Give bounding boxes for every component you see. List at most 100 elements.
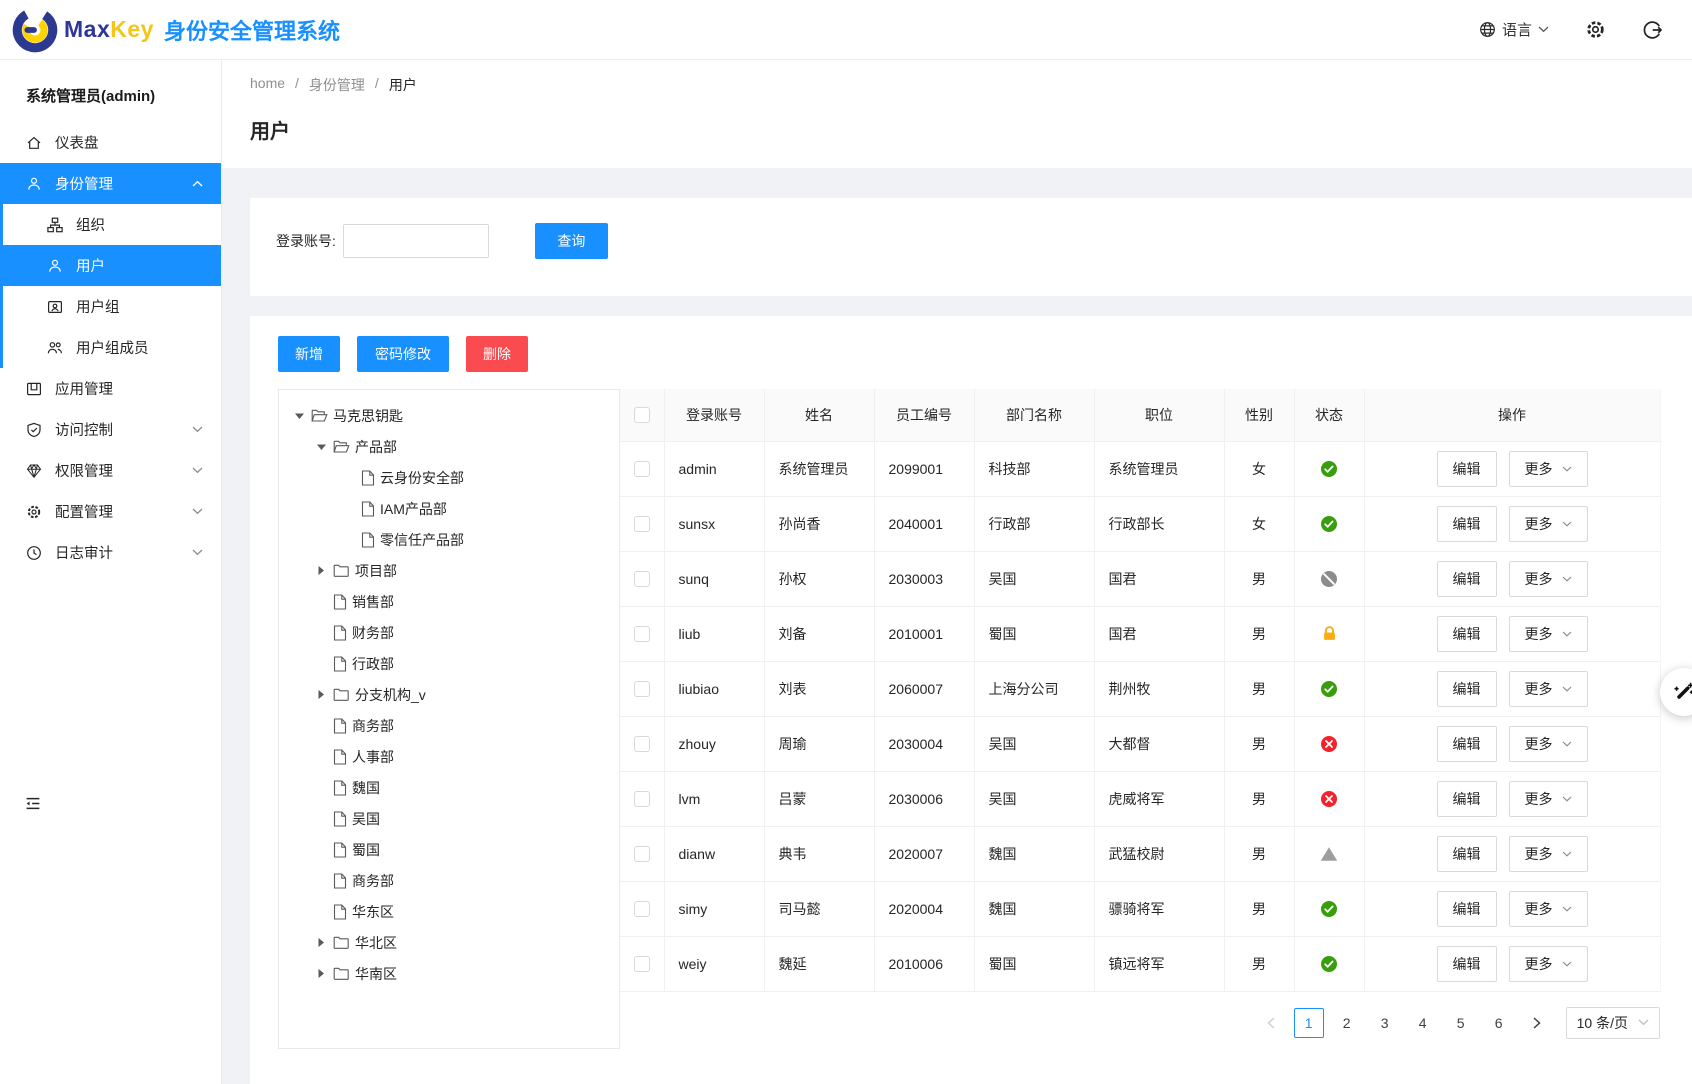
change-password-button[interactable]: 密码修改 — [357, 336, 449, 372]
row-checkbox[interactable] — [633, 681, 650, 698]
more-button[interactable]: 更多 — [1508, 670, 1588, 707]
sidebar-item-organization[interactable]: 组织 — [3, 204, 221, 245]
caret-right-icon[interactable] — [311, 969, 331, 978]
edit-button[interactable]: 编辑 — [1436, 615, 1497, 652]
edit-button[interactable]: 编辑 — [1436, 890, 1497, 927]
sidebar-item-permission[interactable]: 权限管理 — [0, 450, 221, 491]
tree-node[interactable]: 华东区 — [279, 896, 619, 927]
tree-node[interactable]: 分支机构_v — [279, 679, 619, 710]
tree-node[interactable]: 马克思钥匙 — [279, 400, 619, 431]
breadcrumb-identity[interactable]: 身份管理 — [308, 77, 365, 93]
edit-button[interactable]: 编辑 — [1436, 670, 1497, 707]
tree-node[interactable]: 财务部 — [279, 617, 619, 648]
tree-node[interactable]: 蜀国 — [279, 834, 619, 865]
row-checkbox[interactable] — [633, 571, 650, 588]
row-checkbox[interactable] — [633, 901, 650, 918]
magic-wand-overlay-button[interactable] — [1660, 668, 1692, 716]
more-button[interactable]: 更多 — [1508, 780, 1588, 817]
tree-node-label: 零信任产品部 — [380, 531, 464, 548]
row-checkbox[interactable] — [633, 956, 650, 973]
tree-node[interactable]: 零信任产品部 — [279, 524, 619, 555]
cell-position: 行政部长 — [1094, 496, 1225, 552]
tree-node[interactable]: 项目部 — [279, 555, 619, 586]
add-button[interactable]: 新增 — [278, 336, 340, 372]
edit-button[interactable]: 编辑 — [1436, 450, 1497, 487]
row-checkbox[interactable] — [633, 626, 650, 643]
login-account-input[interactable] — [342, 224, 489, 258]
caret-right-icon[interactable] — [311, 566, 331, 575]
status-active-icon — [1321, 955, 1337, 972]
select-all-checkbox[interactable] — [633, 407, 650, 424]
users-panel: 新增 密码修改 删除 马克思钥匙 产品部 — [250, 316, 1692, 1084]
tree-node[interactable]: 产品部 — [279, 431, 619, 462]
caret-right-icon[interactable] — [311, 690, 331, 699]
file-icon — [333, 841, 347, 858]
settings-gear-icon[interactable] — [1585, 19, 1606, 40]
caret-down-icon[interactable] — [311, 444, 331, 450]
tree-node[interactable]: 华北区 — [279, 927, 619, 958]
row-checkbox[interactable] — [633, 791, 650, 808]
row-checkbox[interactable] — [633, 461, 650, 478]
sidebar-item-audit[interactable]: 日志审计 — [0, 532, 221, 573]
pagination-page-1[interactable]: 1 — [1293, 1007, 1324, 1038]
language-selector[interactable]: 语言 — [1479, 19, 1549, 40]
tree-node[interactable]: IAM产品部 — [279, 493, 619, 524]
edit-button[interactable]: 编辑 — [1436, 725, 1497, 762]
caret-down-icon[interactable] — [289, 413, 309, 419]
sidebar-item-application[interactable]: 应用管理 — [0, 368, 221, 409]
pagination-page-5[interactable]: 5 — [1456, 1014, 1465, 1031]
more-button[interactable]: 更多 — [1508, 450, 1588, 487]
more-button[interactable]: 更多 — [1508, 835, 1588, 872]
edit-button[interactable]: 编辑 — [1436, 505, 1497, 542]
page-size-select[interactable]: 10 条/页 — [1565, 1006, 1660, 1039]
caret-right-icon[interactable] — [311, 938, 331, 947]
edit-button[interactable]: 编辑 — [1436, 835, 1497, 872]
tree-node[interactable]: 人事部 — [279, 741, 619, 772]
more-button[interactable]: 更多 — [1508, 890, 1588, 927]
more-button[interactable]: 更多 — [1508, 725, 1588, 762]
tree-node[interactable]: 华南区 — [279, 958, 619, 989]
logout-icon[interactable] — [1642, 20, 1662, 40]
sidebar-item-user-group[interactable]: 用户组 — [3, 286, 221, 327]
tree-node[interactable]: 商务部 — [279, 865, 619, 896]
query-button[interactable]: 查询 — [534, 223, 608, 259]
tree-node[interactable]: 销售部 — [279, 586, 619, 617]
pagination-page-6[interactable]: 6 — [1494, 1014, 1503, 1031]
tree-node[interactable]: 吴国 — [279, 803, 619, 834]
sidebar-item-label: 日志审计 — [55, 546, 113, 562]
edit-button[interactable]: 编辑 — [1436, 560, 1497, 597]
tree-node[interactable]: 云身份安全部 — [279, 462, 619, 493]
row-checkbox[interactable] — [633, 516, 650, 533]
row-checkbox[interactable] — [633, 846, 650, 863]
pagination-prev-button[interactable] — [1256, 1008, 1286, 1038]
cell-position: 镇远将军 — [1094, 936, 1225, 992]
pagination-page-4[interactable]: 4 — [1418, 1014, 1427, 1031]
tree-node[interactable]: 魏国 — [279, 772, 619, 803]
sidebar-item-user-group-member[interactable]: 用户组成员 — [3, 327, 221, 368]
sidebar-item-user[interactable]: 用户 — [3, 245, 221, 286]
cell-account: simy — [664, 881, 765, 937]
more-button[interactable]: 更多 — [1508, 945, 1588, 982]
sidebar-item-access-control[interactable]: 访问控制 — [0, 409, 221, 450]
row-checkbox[interactable] — [633, 736, 650, 753]
breadcrumb-home[interactable]: home — [250, 75, 286, 91]
pagination-next-button[interactable] — [1522, 1008, 1552, 1038]
sidebar-item-configuration[interactable]: 配置管理 — [0, 491, 221, 532]
edit-button[interactable]: 编辑 — [1436, 945, 1497, 982]
more-button[interactable]: 更多 — [1508, 505, 1588, 542]
pagination-page-3[interactable]: 3 — [1380, 1014, 1389, 1031]
search-panel: 登录账号: 查询 — [250, 198, 1692, 296]
tree-node-label: 项目部 — [355, 562, 397, 579]
tree-node[interactable]: 行政部 — [279, 648, 619, 679]
pagination-page-2[interactable]: 2 — [1342, 1014, 1351, 1031]
cell-employee-id: 2020004 — [874, 881, 975, 937]
more-button[interactable]: 更多 — [1508, 615, 1588, 652]
sidebar-item-identity[interactable]: 身份管理 — [0, 163, 221, 204]
edit-button[interactable]: 编辑 — [1436, 780, 1497, 817]
tree-node[interactable]: 商务部 — [279, 710, 619, 741]
cell-employee-id: 2010006 — [874, 936, 975, 992]
menu-fold-icon[interactable] — [24, 795, 42, 812]
delete-button[interactable]: 删除 — [466, 336, 528, 372]
more-button[interactable]: 更多 — [1508, 560, 1588, 597]
sidebar-item-dashboard[interactable]: 仪表盘 — [0, 122, 221, 163]
